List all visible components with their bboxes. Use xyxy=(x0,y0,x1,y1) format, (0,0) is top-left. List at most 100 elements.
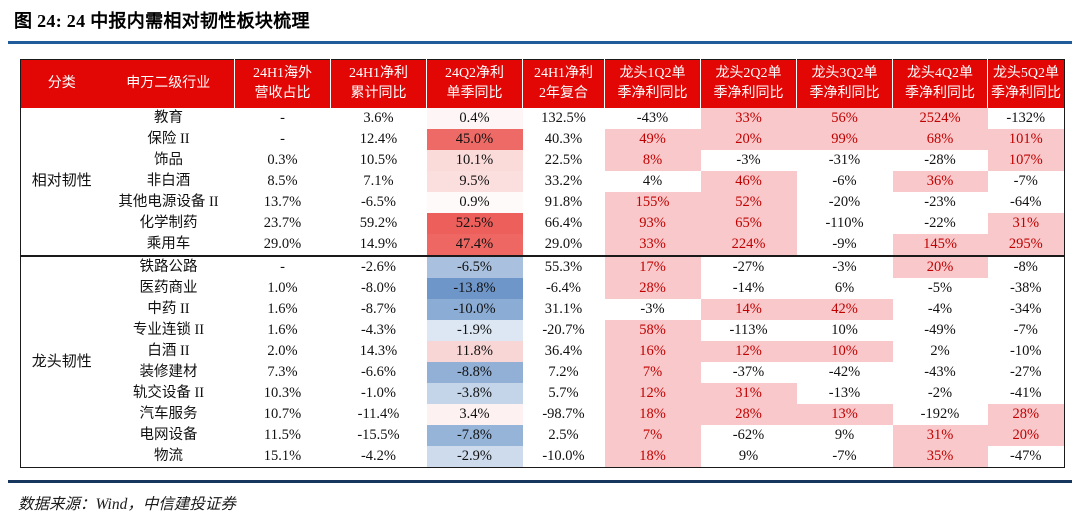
leader4-q2-yoy-cell: -22% xyxy=(892,213,988,235)
header-line: 单季同比 xyxy=(446,85,503,101)
table-row: 其他电源设备 II 13.7% -6.5% 0.9% 91.8% 155% 52% -20% -… xyxy=(21,192,1065,214)
header-line: 季净利同比 xyxy=(617,85,688,101)
table-row: 白酒 II 2.0% 14.3% 11.8% 36.4% 16% 12% 10% 2% -10% xyxy=(21,341,1065,363)
leader2-q2-yoy-cell: -37% xyxy=(700,362,797,384)
industry-cell: 保险 II xyxy=(102,129,235,151)
col-header-leader4: 龙头4Q2单 季净利同比 xyxy=(892,59,988,109)
leader3-q2-yoy-cell: -9% xyxy=(796,234,893,257)
leader3-q2-yoy-cell: 42% xyxy=(796,299,893,321)
leader3-q2-yoy-cell: -13% xyxy=(796,383,893,405)
leader1-q2-yoy-cell: -43% xyxy=(604,108,701,130)
industry-cell: 其他电源设备 II xyxy=(102,192,235,214)
table-row: 汽车服务 10.7% -11.4% 3.4% -98.7% 18% 28% 13% -192% 2… xyxy=(21,404,1065,426)
leader1-q2-yoy-cell: 18% xyxy=(604,446,701,468)
leader2-q2-yoy-cell: -62% xyxy=(700,425,797,447)
leader4-q2-yoy-cell: -23% xyxy=(892,192,988,214)
leader3-q2-yoy-cell: -31% xyxy=(796,150,893,172)
figure-title: 图 24: 24 中报内需相对韧性板块梳理 xyxy=(14,11,310,31)
leader2-q2-yoy-cell: -113% xyxy=(700,320,797,342)
overseas-share-cell: 8.5% xyxy=(234,171,331,193)
h1-cum-yoy-cell: 12.4% xyxy=(330,129,427,151)
leader5-q2-yoy-cell: -64% xyxy=(987,192,1065,214)
h1-cum-yoy-cell: 7.1% xyxy=(330,171,427,193)
q2-yoy-cell: -3.8% xyxy=(426,383,523,405)
leader5-q2-yoy-cell: 101% xyxy=(987,129,1065,151)
h1-cum-yoy-cell: 10.5% xyxy=(330,150,427,172)
overseas-share-cell: - xyxy=(234,108,331,130)
h1-2y-cagr-cell: 5.7% xyxy=(522,383,605,405)
h1-cum-yoy-cell: -8.7% xyxy=(330,299,427,321)
leader1-q2-yoy-cell: 28% xyxy=(604,278,701,300)
overseas-share-cell: 11.5% xyxy=(234,425,331,447)
leader3-q2-yoy-cell: -42% xyxy=(796,362,893,384)
table-row: 中药 II 1.6% -8.7% -10.0% 31.1% -3% 14% 42% -4% -34… xyxy=(21,299,1065,321)
header-line: 季净利同比 xyxy=(905,85,975,101)
q2-yoy-cell: 0.9% xyxy=(426,192,523,214)
h1-2y-cagr-cell: 66.4% xyxy=(522,213,605,235)
header-line: 24Q2净利 xyxy=(444,66,505,81)
leader4-q2-yoy-cell: -192% xyxy=(892,404,988,426)
industry-cell: 白酒 II xyxy=(102,341,235,363)
leader1-q2-yoy-cell: 49% xyxy=(604,129,701,151)
table-row: 乘用车 29.0% 14.9% 47.4% 29.0% 33% 224% -9% 145% 295… xyxy=(21,234,1065,257)
industry-cell: 饰品 xyxy=(102,150,235,172)
leader1-q2-yoy-cell: 155% xyxy=(604,192,701,214)
leader3-q2-yoy-cell: -20% xyxy=(796,192,893,214)
leader1-q2-yoy-cell: 16% xyxy=(604,341,701,363)
h1-cum-yoy-cell: -1.0% xyxy=(330,383,427,405)
header-line: 龙头4Q2单 xyxy=(906,66,974,81)
leader4-q2-yoy-cell: -43% xyxy=(892,362,988,384)
header-line: 龙头3Q2单 xyxy=(811,66,878,81)
leader5-q2-yoy-cell: 28% xyxy=(987,404,1065,426)
h1-2y-cagr-cell: 2.5% xyxy=(522,425,605,447)
leader4-q2-yoy-cell: 2524% xyxy=(892,108,988,130)
h1-cum-yoy-cell: -11.4% xyxy=(330,404,427,426)
overseas-share-cell: 23.7% xyxy=(234,213,331,235)
leader1-q2-yoy-cell: 12% xyxy=(604,383,701,405)
h1-cum-yoy-cell: -15.5% xyxy=(330,425,427,447)
leader2-q2-yoy-cell: -27% xyxy=(700,255,797,279)
header-line: 季净利同比 xyxy=(713,85,784,101)
leader3-q2-yoy-cell: 9% xyxy=(796,425,893,447)
col-header-h1-2y-cagr: 24H1净利 2年复合 xyxy=(522,59,605,109)
table-row: 保险 II -12.4% 45.0% 40.3% 49% 20% 99% 68% 101% xyxy=(21,129,1065,151)
leader5-q2-yoy-cell: -7% xyxy=(987,320,1065,342)
table-row: 轨交设备 II 10.3% -1.0% -3.8% 5.7% 12% 31% -13% -2% -… xyxy=(21,383,1065,405)
leader3-q2-yoy-cell: 13% xyxy=(796,404,893,426)
industry-cell: 化学制药 xyxy=(102,213,235,235)
h1-2y-cagr-cell: 36.4% xyxy=(522,341,605,363)
col-header-leader1: 龙头1Q2单 季净利同比 xyxy=(604,59,701,109)
col-header-leader5: 龙头5Q2单 季净利同比 xyxy=(987,59,1065,109)
table-row: 化学制药 23.7% 59.2% 52.5% 66.4% 93% 65% -110% -22% 3… xyxy=(21,213,1065,235)
q2-yoy-cell: 52.5% xyxy=(426,213,523,235)
leader2-q2-yoy-cell: 9% xyxy=(700,446,797,468)
leader2-q2-yoy-cell: 14% xyxy=(700,299,797,321)
industry-cell: 装修建材 xyxy=(102,362,235,384)
leader3-q2-yoy-cell: 6% xyxy=(796,278,893,300)
overseas-share-cell: 0.3% xyxy=(234,150,331,172)
industry-cell: 非白酒 xyxy=(102,171,235,193)
overseas-share-cell: 7.3% xyxy=(234,362,331,384)
header-line: 龙头5Q2单 xyxy=(992,66,1060,81)
h1-2y-cagr-cell: 31.1% xyxy=(522,299,605,321)
leader5-q2-yoy-cell: -47% xyxy=(987,446,1065,468)
q2-yoy-cell: -2.9% xyxy=(426,446,523,468)
h1-2y-cagr-cell: 29.0% xyxy=(522,234,605,257)
leader2-q2-yoy-cell: 28% xyxy=(700,404,797,426)
header-line: 季净利同比 xyxy=(991,85,1061,101)
table-container: 分类 申万二级行业 24H1海外 营收占比 24H1净利 累计同比 24Q2净利 单季… xyxy=(20,59,1065,469)
industry-cell: 铁路公路 xyxy=(102,255,235,279)
overseas-share-cell: 1.6% xyxy=(234,320,331,342)
q2-yoy-cell: -8.8% xyxy=(426,362,523,384)
overseas-share-cell: 15.1% xyxy=(234,446,331,468)
data-source-note: 数据来源：Wind，中信建投证券 xyxy=(18,495,236,513)
table-row: 装修建材 7.3% -6.6% -8.8% 7.2% 7% -37% -42% -43% -27% xyxy=(21,362,1065,384)
overseas-share-cell: 10.3% xyxy=(234,383,331,405)
h1-2y-cagr-cell: -98.7% xyxy=(522,404,605,426)
leader5-q2-yoy-cell: -27% xyxy=(987,362,1065,384)
h1-2y-cagr-cell: -10.0% xyxy=(522,446,605,468)
industry-cell: 中药 II xyxy=(102,299,235,321)
industry-cell: 乘用车 xyxy=(102,234,235,257)
q2-yoy-cell: -7.8% xyxy=(426,425,523,447)
leader1-q2-yoy-cell: 93% xyxy=(604,213,701,235)
